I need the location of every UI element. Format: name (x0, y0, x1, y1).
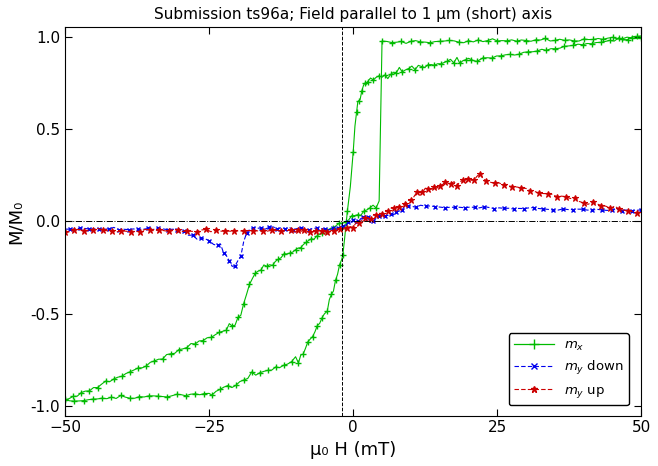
Legend: $m_x$, $m_y$ down, $m_y$ up: $m_x$, $m_y$ down, $m_y$ up (509, 333, 629, 405)
Y-axis label: M/M₀: M/M₀ (7, 199, 25, 244)
Title: Submission ts96a; Field parallel to 1 μm (short) axis: Submission ts96a; Field parallel to 1 μm… (154, 7, 552, 22)
X-axis label: μ₀ H (mT): μ₀ H (mT) (310, 441, 396, 459)
